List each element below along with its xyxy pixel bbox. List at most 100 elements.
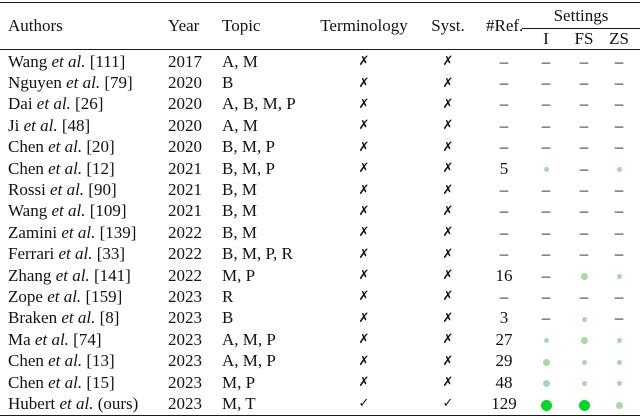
table-row: Ji et al. [48] 2020 A, M ✗ ✗ – – – – <box>0 115 640 136</box>
author-cell: Hubert et al. (ours) <box>0 393 160 415</box>
topic-cell: B, M <box>222 201 257 221</box>
check-icon: ✓ <box>358 396 370 412</box>
setting-zs-cell <box>598 372 640 393</box>
table-row: Wang et al. [111] 2017 A, M ✗ ✗ – – – – <box>0 50 640 73</box>
setting-zs-cell: – <box>614 94 624 114</box>
citation-ref: [111] <box>89 51 126 71</box>
col-header-nref: #Ref. <box>486 16 524 35</box>
cross-icon: ✗ <box>442 246 454 262</box>
cross-icon: ✗ <box>442 54 454 70</box>
setting-dot-icon <box>578 399 590 411</box>
table-header: Authors Year Topic Terminology Syst. #Re… <box>0 2 640 50</box>
cross-icon: ✗ <box>358 75 370 91</box>
topic-cell: A, M, P <box>222 329 276 349</box>
setting-dot-icon <box>580 273 588 281</box>
year-cell: 2017 <box>168 51 202 71</box>
setting-fs-cell: – <box>579 244 589 264</box>
et-al-label: et al. <box>48 137 83 157</box>
check-icon: ✓ <box>442 396 454 412</box>
cross-icon: ✗ <box>358 353 370 369</box>
setting-dot-icon <box>542 380 550 388</box>
cross-icon: ✗ <box>358 225 370 241</box>
et-al-label: et al. <box>58 244 93 264</box>
cross-icon: ✗ <box>442 268 454 284</box>
nref-cell: – <box>499 73 509 93</box>
setting-fs-cell <box>570 308 598 329</box>
topic-cell: B, M <box>222 222 257 242</box>
author-name: Hubert <box>8 393 56 413</box>
author-cell: Dai et al. [26] <box>0 94 160 115</box>
setting-i-cell <box>522 158 570 179</box>
setting-dot-icon <box>580 337 588 345</box>
citation-ref: (ours) <box>97 393 139 413</box>
col-header-authors: Authors <box>8 16 63 35</box>
col-header-topic: Topic <box>222 16 261 35</box>
setting-zs-cell: – <box>614 137 624 157</box>
et-al-label: et al. <box>61 222 96 242</box>
col-header-settings: Settings <box>522 2 640 29</box>
setting-i-cell <box>522 329 570 350</box>
setting-fs-cell: – <box>579 94 589 114</box>
table-row: Hubert et al. (ours) 2023 M, T ✓ ✓ 129 <box>0 393 640 415</box>
et-al-label: et al. <box>48 351 83 371</box>
cross-icon: ✗ <box>442 139 454 155</box>
col-subheader-fs: FS <box>574 29 594 48</box>
setting-zs-cell <box>598 158 640 179</box>
setting-zs-cell: – <box>614 244 624 264</box>
citation-ref: [48] <box>61 115 91 135</box>
author-cell: Zamini et al. [139] <box>0 222 160 243</box>
author-name: Rossi <box>8 180 46 200</box>
et-al-label: et al. <box>61 308 96 328</box>
setting-dot-icon <box>542 358 550 366</box>
citation-ref: [8] <box>99 308 120 328</box>
year-cell: 2023 <box>168 286 202 306</box>
setting-fs-cell: – <box>579 51 589 71</box>
setting-i-cell: – <box>541 201 551 221</box>
table-row: Chen et al. [12] 2021 B, M, P ✗ ✗ 5 – <box>0 158 640 179</box>
topic-cell: A, M <box>222 115 258 135</box>
cross-icon: ✗ <box>442 289 454 305</box>
year-cell: 2021 <box>168 158 202 178</box>
citation-ref: [74] <box>73 329 102 349</box>
setting-dot-icon <box>581 316 587 322</box>
setting-i-cell: – <box>541 137 551 157</box>
setting-fs-cell <box>570 372 598 393</box>
topic-cell: M, P <box>222 372 256 392</box>
cross-icon: ✗ <box>358 332 370 348</box>
year-cell: 2023 <box>168 308 202 328</box>
setting-dot-icon <box>581 359 587 365</box>
author-cell: Ma et al. [74] <box>0 329 160 350</box>
setting-zs-cell: – <box>614 73 624 93</box>
setting-zs-cell: – <box>614 222 624 242</box>
author-cell: Rossi et al. [90] <box>0 179 160 200</box>
nref-cell: 27 <box>495 329 513 349</box>
citation-ref: [26] <box>75 94 104 114</box>
author-cell: Ji et al. [48] <box>0 115 160 136</box>
topic-cell: B, M, P, R <box>222 244 293 264</box>
setting-i-cell: – <box>541 308 551 328</box>
citation-ref: [33] <box>96 244 126 264</box>
author-name: Braken <box>8 308 58 328</box>
et-al-label: et al. <box>55 265 90 285</box>
nref-cell: 3 <box>499 308 509 328</box>
citation-ref: [90] <box>88 180 117 200</box>
author-name: Ji <box>8 115 20 135</box>
cross-icon: ✗ <box>358 54 370 70</box>
nref-cell: – <box>499 201 509 221</box>
cross-icon: ✗ <box>358 118 370 134</box>
topic-cell: B, M, P <box>222 137 275 157</box>
author-cell: Chen et al. [12] <box>0 158 160 179</box>
cross-icon: ✗ <box>358 246 370 262</box>
setting-dot-icon <box>616 381 622 387</box>
author-name: Dai <box>8 94 33 114</box>
year-cell: 2023 <box>168 351 202 371</box>
setting-dot-icon <box>616 274 622 280</box>
author-name: Ferrari <box>8 244 55 264</box>
table-row: Chen et al. [20] 2020 B, M, P ✗ ✗ – – – … <box>0 137 640 158</box>
cross-icon: ✗ <box>358 161 370 177</box>
et-al-label: et al. <box>59 393 94 413</box>
cross-icon: ✗ <box>442 118 454 134</box>
et-al-label: et al. <box>48 158 83 178</box>
setting-zs-cell: – <box>614 308 624 328</box>
citation-ref: [159] <box>85 286 123 306</box>
